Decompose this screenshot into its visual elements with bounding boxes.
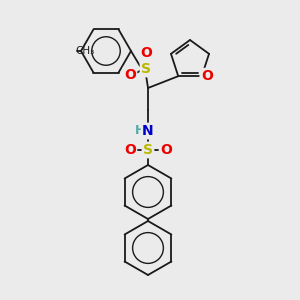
Text: S: S	[141, 62, 151, 76]
Text: O: O	[160, 143, 172, 157]
Text: H: H	[135, 124, 145, 137]
Text: O: O	[201, 69, 213, 83]
Text: O: O	[140, 46, 152, 60]
Text: O: O	[124, 68, 136, 82]
Text: S: S	[143, 143, 153, 157]
Text: O: O	[124, 143, 136, 157]
Text: CH₃: CH₃	[75, 46, 94, 56]
Text: N: N	[142, 124, 154, 138]
